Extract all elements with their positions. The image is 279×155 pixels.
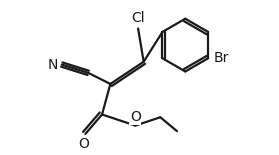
Text: O: O [79,137,90,151]
Text: O: O [130,110,141,124]
Text: N: N [48,58,58,71]
Text: Cl: Cl [131,11,145,25]
Text: Br: Br [214,51,229,65]
